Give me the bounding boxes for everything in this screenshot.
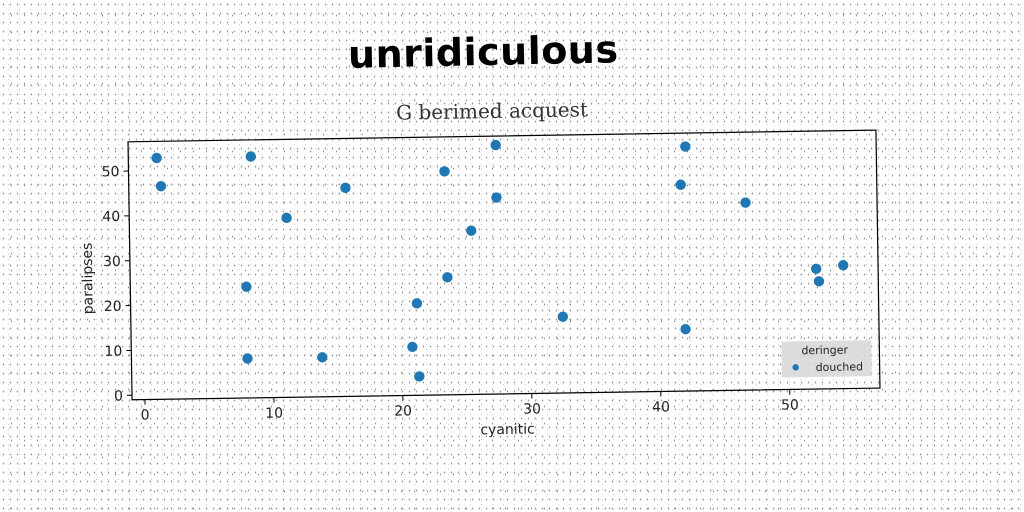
- data-point: [241, 281, 252, 292]
- data-point: [490, 139, 501, 151]
- data-point: [155, 180, 167, 192]
- data-points: [151, 139, 849, 382]
- legend-title: deringer: [801, 344, 848, 358]
- data-point: [340, 182, 351, 193]
- data-point: [680, 323, 691, 335]
- data-point: [740, 197, 751, 208]
- data-point: [151, 152, 162, 164]
- x-tick-label: 30: [523, 401, 541, 417]
- data-point: [810, 263, 822, 274]
- data-point: [680, 141, 691, 152]
- legend-marker: [792, 364, 799, 371]
- x-tick-label: 50: [781, 397, 799, 413]
- legend-box: [781, 340, 872, 378]
- y-tick-label: 30: [103, 254, 121, 270]
- y-tick-label: 40: [102, 209, 120, 225]
- data-point: [414, 371, 425, 382]
- data-point: [491, 192, 502, 203]
- data-point: [838, 260, 849, 271]
- data-point: [439, 166, 450, 177]
- data-point: [442, 272, 453, 283]
- x-tick-label: 20: [394, 403, 412, 419]
- legend: deringer douched: [781, 340, 872, 378]
- y-tick-label: 20: [104, 299, 122, 315]
- legend-label-douched: douched: [816, 360, 864, 374]
- y-axis: 0 10 20 30 40 50: [102, 164, 133, 405]
- x-tick-label: 40: [652, 399, 670, 415]
- x-tick-label: 0: [141, 408, 150, 424]
- data-point: [557, 311, 569, 322]
- x-axis-label: cyanitic: [480, 421, 535, 438]
- plot-frame: [127, 129, 881, 401]
- data-point: [281, 212, 292, 224]
- data-point: [466, 225, 477, 236]
- plot-area: 0 10 20 30 40 50 0 10 20 30 40 50 deringer douched…: [80, 129, 881, 438]
- chart-title: G berimed acquest: [396, 97, 588, 124]
- data-point: [317, 352, 328, 363]
- y-tick-label: 0: [114, 388, 123, 404]
- data-point: [407, 341, 418, 353]
- data-point: [411, 298, 423, 309]
- y-axis-label: paralipses: [80, 243, 97, 315]
- data-point: [813, 276, 825, 287]
- data-point: [245, 151, 256, 162]
- x-axis: 0 10 20 30 40 50: [141, 389, 799, 424]
- data-point: [242, 353, 253, 364]
- y-tick-label: 10: [104, 344, 122, 360]
- y-tick-label: 50: [102, 164, 120, 180]
- x-tick-label: 10: [265, 405, 283, 421]
- data-point: [675, 179, 686, 190]
